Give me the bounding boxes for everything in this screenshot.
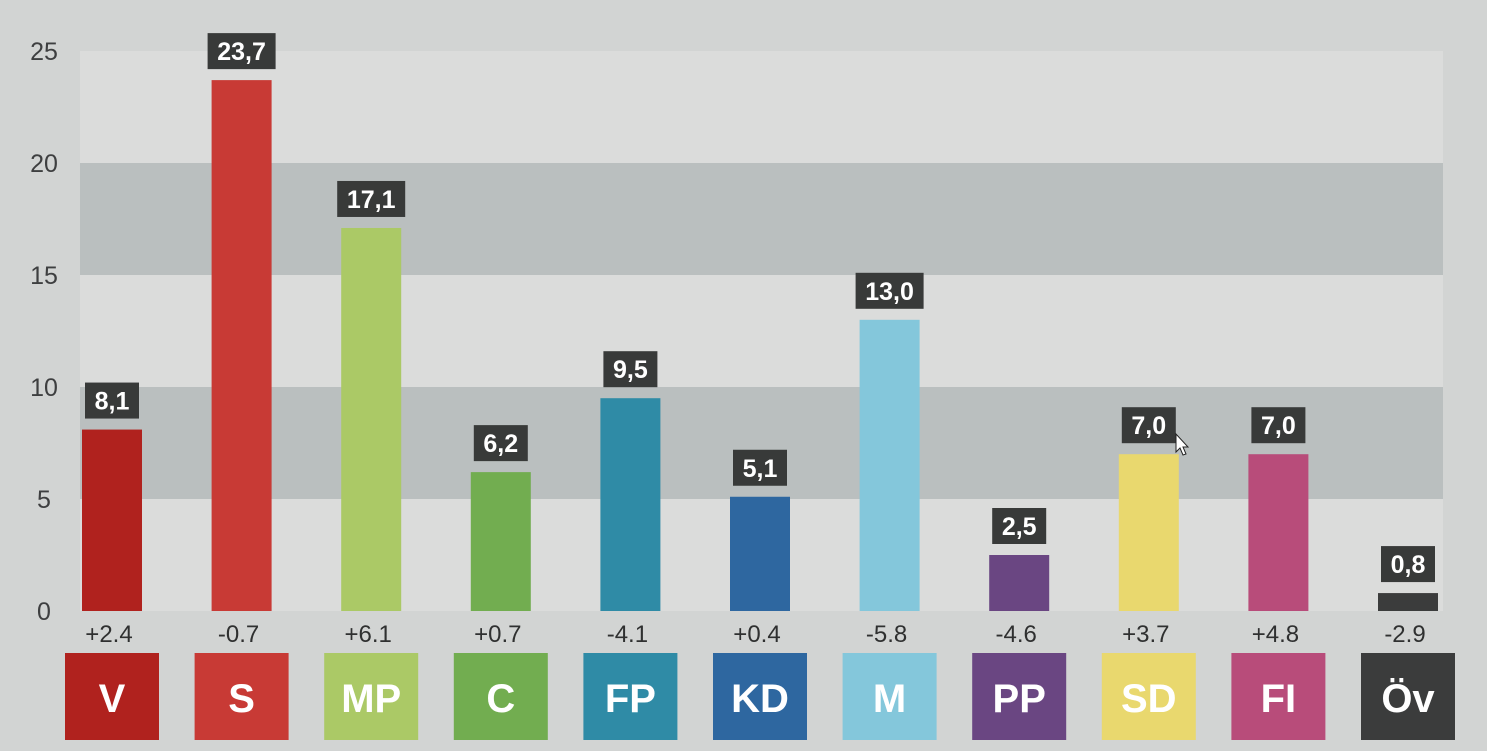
party-label: MP [341,677,401,721]
y-tick-label: 15 [30,262,58,290]
party-tile-s [194,653,289,740]
y-tick-label: 25 [30,38,58,66]
party-tile-fi [1231,653,1326,740]
party-tile-sd [1101,653,1196,740]
party-tile-fp [583,653,678,740]
bar-v [82,429,142,611]
value-label: 8,1 [95,388,130,416]
bar-kd [730,496,790,611]
change-label: -5.8 [866,621,907,648]
party-label: SD [1121,677,1177,721]
change-label: +4.8 [1252,621,1299,648]
party-tile-kd [713,653,807,740]
value-label: 13,0 [865,278,914,306]
value-label: 6,2 [483,430,518,458]
grid-band [80,163,1443,275]
y-axis: 0 5 10 15 20 25 [30,38,58,626]
value-label: 0,8 [1391,551,1426,579]
value-label-box [1381,546,1435,583]
value-label-box [603,351,658,388]
bar-fi [1248,454,1309,611]
change-label: +6.1 [345,621,392,648]
value-label: 5,1 [743,455,778,483]
value-label: 23,7 [217,38,266,66]
value-label-box [473,425,528,462]
change-label: +3.7 [1122,621,1169,648]
party-tile-pp [972,653,1067,740]
party-label: V [99,677,126,721]
value-label: 7,0 [1261,412,1296,440]
party-label: S [228,677,255,721]
change-label: +2.4 [85,621,132,648]
value-label-box [337,180,406,217]
change-label: -4.6 [996,621,1037,648]
value-label-box [855,272,924,309]
party-label: Öv [1381,676,1435,721]
y-tick-label: 0 [37,598,51,626]
party-tile-m [842,653,937,740]
value-label-box [1121,407,1176,444]
bar-pp [989,555,1050,611]
bar-m [859,319,920,611]
bar-sd [1118,454,1179,611]
value-label-box [207,33,276,70]
party-label: C [486,677,515,721]
change-label: +0.7 [474,621,521,648]
bars [82,80,1438,612]
value-label-box [85,382,139,419]
party-tile-mp [324,653,419,740]
y-tick-label: 10 [30,374,58,402]
bar-fp [600,398,661,611]
party-label: PP [993,677,1046,721]
mouse-cursor-icon [1175,432,1190,456]
y-tick-label: 20 [30,150,58,178]
bar-öv [1378,593,1438,611]
party-label: KD [731,677,789,721]
bar-s [211,80,272,612]
value-labels: 8,1 23,7 17,1 6,2 9,5 5,1 13,0 2,5 7,0 7,0 0,8 [85,33,1435,583]
value-label: 17,1 [347,186,396,214]
change-label: -0.7 [218,621,259,648]
change-label: -4.1 [607,621,648,648]
grid-band [80,275,1443,387]
value-label-box [733,449,787,486]
bar-mp [341,227,402,611]
party-tile-öv [1361,653,1455,740]
party-tiles: V S MP C FP KD M PP SD FI Öv [65,653,1455,740]
grid-band [80,51,1443,163]
party-tile-c [453,653,548,740]
party-label: M [873,677,906,721]
y-tick-label: 5 [37,486,51,514]
value-label: 9,5 [613,356,648,384]
value-label: 7,0 [1131,412,1166,440]
change-label: +0.4 [733,621,780,648]
party-tile-v [65,653,159,740]
party-label: FI [1261,677,1297,721]
grid-bands [80,51,1443,611]
change-labels: +2.4 -0.7 +6.1 +0.7 -4.1 +0.4 -5.8 -4.6 +3.7 +4.8… [85,621,1425,648]
bar-c [470,472,531,611]
value-label-box [1251,407,1306,444]
value-label: 2,5 [1002,513,1037,541]
change-label: -2.9 [1384,621,1425,648]
value-label-box [992,508,1047,544]
party-label: FP [605,677,656,721]
